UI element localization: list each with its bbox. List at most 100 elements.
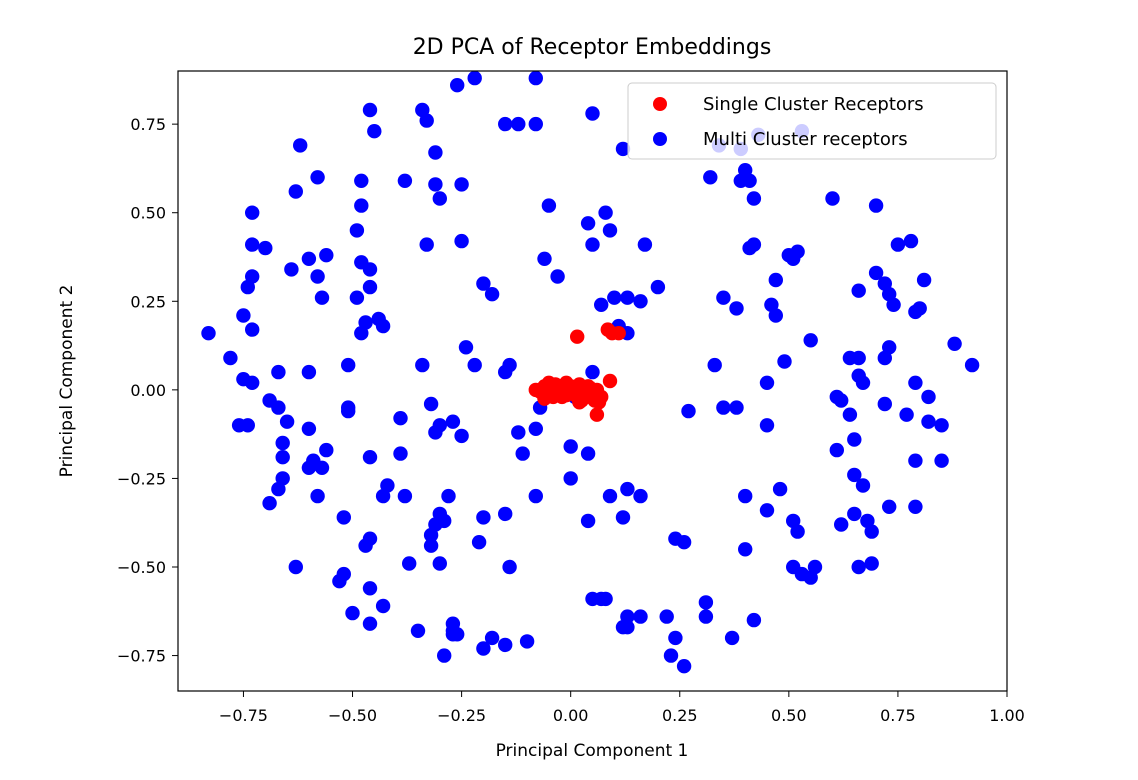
point-multi-cluster — [934, 453, 949, 468]
point-multi-cluster — [777, 354, 792, 369]
point-multi-cluster — [738, 542, 753, 557]
y-tick-label: −0.25 — [117, 469, 166, 488]
legend: Single Cluster Receptors Multi Cluster r… — [627, 82, 997, 160]
point-multi-cluster — [633, 609, 648, 624]
point-multi-cluster — [432, 506, 447, 522]
point-multi-cluster — [375, 598, 391, 614]
point-multi-cluster — [519, 634, 535, 649]
point-multi-cluster — [375, 318, 391, 334]
point-multi-cluster — [362, 279, 378, 295]
point-multi-cluster — [354, 198, 369, 213]
point-multi-cluster — [864, 524, 879, 539]
point-multi-cluster — [275, 450, 290, 465]
point-multi-cluster — [659, 609, 674, 624]
point-multi-cluster — [908, 453, 923, 468]
point-multi-cluster — [245, 205, 260, 220]
x-tick-label: −0.25 — [437, 706, 486, 725]
series-single-cluster — [528, 322, 626, 422]
point-multi-cluster — [877, 396, 892, 412]
point-multi-cluster — [803, 333, 818, 348]
point-multi-cluster — [458, 340, 474, 355]
point-multi-cluster — [415, 357, 430, 373]
point-multi-cluster — [358, 315, 373, 330]
point-multi-cluster — [615, 510, 631, 525]
point-multi-cluster — [223, 350, 238, 366]
data-points-layer — [201, 70, 980, 674]
point-multi-cluster — [681, 403, 696, 419]
point-multi-cluster — [393, 411, 408, 426]
point-multi-cluster — [419, 113, 434, 128]
point-multi-cluster — [288, 184, 303, 199]
point-multi-cluster — [362, 531, 378, 546]
point-multi-cluster — [341, 357, 356, 373]
point-multi-cluster — [349, 290, 365, 305]
point-multi-cluster — [620, 481, 635, 497]
point-multi-cluster — [301, 460, 317, 475]
point-multi-cluster — [301, 421, 317, 436]
point-multi-cluster — [511, 425, 526, 440]
point-multi-cluster — [663, 648, 679, 663]
point-multi-cluster — [772, 481, 788, 497]
y-tick-label: −0.75 — [117, 647, 166, 666]
point-multi-cluster — [314, 460, 330, 475]
point-multi-cluster — [484, 630, 500, 646]
point-multi-cluster — [258, 240, 273, 256]
axis-ticks-layer: −0.75 −0.50 −0.25 0.00 0.25 0.50 0.75 1.00 −0.75… — [117, 115, 1025, 725]
point-multi-cluster — [563, 439, 578, 454]
point-multi-cluster — [825, 191, 840, 206]
point-multi-cluster — [607, 290, 622, 305]
point-multi-cluster — [467, 357, 482, 373]
point-multi-cluster — [602, 488, 618, 504]
point-multi-cluster — [262, 393, 277, 408]
point-single-cluster — [583, 380, 598, 396]
point-multi-cluster — [498, 116, 513, 132]
chart-title: 2D PCA of Receptor Embeddings — [413, 35, 772, 60]
point-multi-cluster — [432, 418, 447, 433]
point-multi-cluster — [428, 177, 443, 192]
point-multi-cluster — [314, 290, 330, 305]
point-multi-cluster — [759, 418, 775, 433]
point-multi-cluster — [934, 418, 949, 433]
point-single-cluster — [559, 375, 574, 390]
point-multi-cluster — [633, 294, 648, 309]
point-multi-cluster — [476, 641, 491, 656]
point-multi-cluster — [580, 513, 596, 529]
y-tick-label: 0.50 — [130, 204, 166, 223]
point-multi-cluster — [515, 446, 530, 461]
point-multi-cluster — [423, 396, 439, 412]
point-multi-cluster — [484, 287, 500, 302]
point-multi-cluster — [855, 478, 871, 493]
point-multi-cluster — [868, 198, 884, 213]
point-multi-cluster — [746, 237, 762, 252]
point-multi-cluster — [834, 517, 849, 532]
point-multi-cluster — [454, 233, 469, 249]
point-multi-cluster — [441, 488, 456, 504]
point-multi-cluster — [432, 556, 447, 571]
point-multi-cluster — [301, 364, 317, 380]
point-multi-cluster — [903, 233, 919, 249]
point-multi-cluster — [288, 559, 303, 575]
point-multi-cluster — [275, 435, 290, 451]
point-multi-cluster — [336, 510, 351, 525]
point-multi-cluster — [336, 566, 351, 582]
point-multi-cluster — [908, 499, 923, 514]
point-multi-cluster — [271, 364, 286, 380]
point-multi-cluster — [563, 471, 578, 486]
point-multi-cluster — [245, 322, 260, 337]
point-multi-cluster — [245, 375, 260, 390]
x-tick-label: 0.75 — [880, 706, 916, 725]
point-multi-cluster — [445, 414, 461, 429]
point-multi-cluster — [585, 364, 600, 380]
point-multi-cluster — [423, 527, 439, 543]
point-multi-cluster — [528, 421, 543, 436]
point-multi-cluster — [580, 446, 596, 461]
point-multi-cluster — [437, 648, 452, 663]
point-multi-cluster — [829, 442, 844, 458]
point-multi-cluster — [847, 432, 862, 447]
point-multi-cluster — [349, 223, 365, 238]
point-multi-cluster — [703, 170, 718, 185]
point-multi-cluster — [450, 78, 465, 93]
x-tick-label: 1.00 — [989, 706, 1025, 725]
point-multi-cluster — [454, 177, 469, 192]
point-multi-cluster — [245, 237, 260, 252]
